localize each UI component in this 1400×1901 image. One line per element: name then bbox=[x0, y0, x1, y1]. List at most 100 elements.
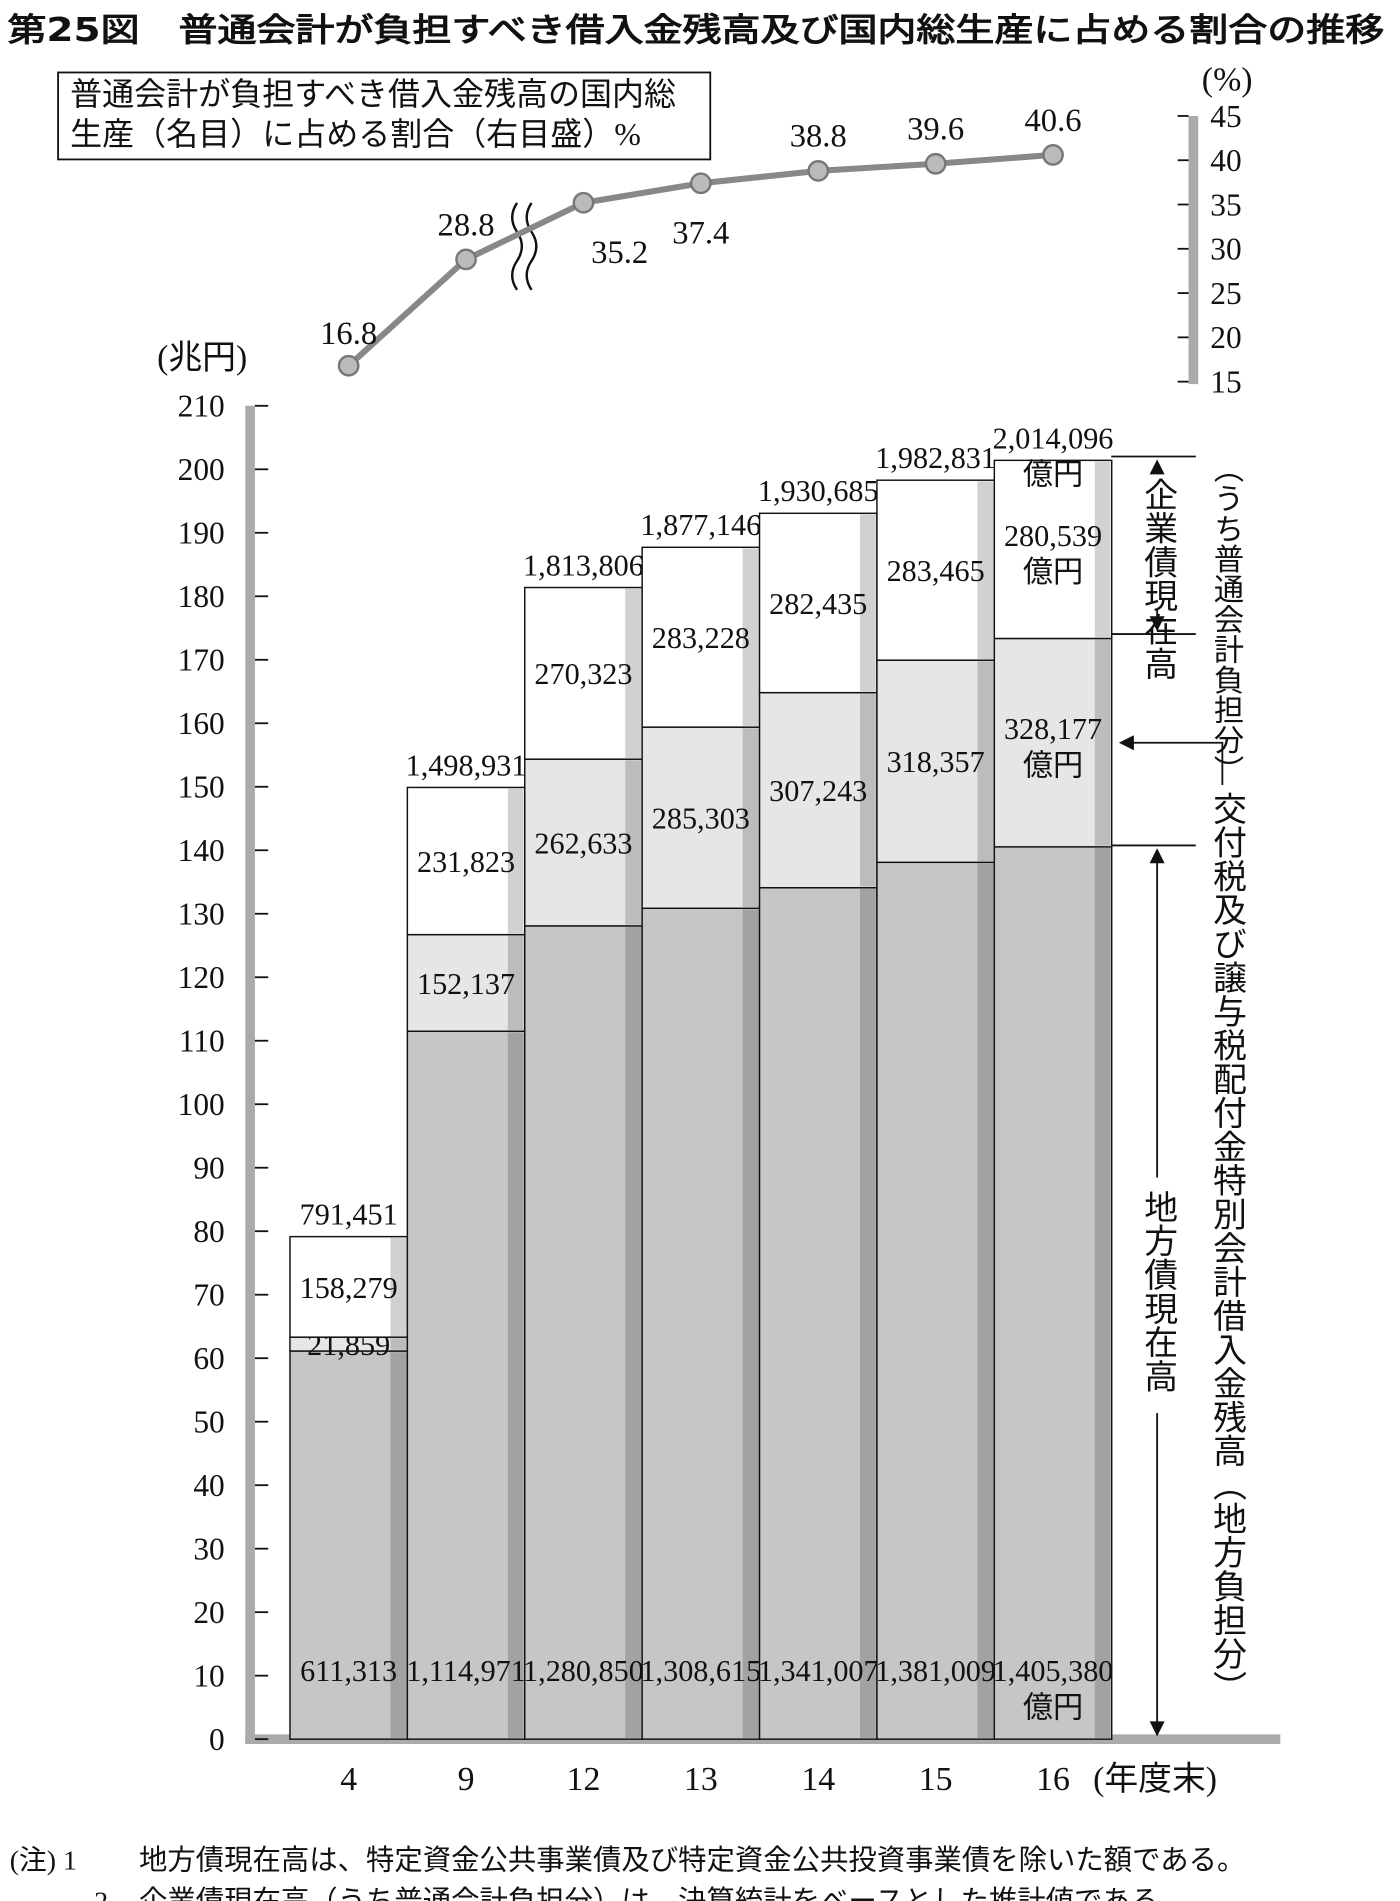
bar-segment bbox=[758, 512, 878, 694]
line-point bbox=[924, 152, 947, 175]
bar-segment bbox=[406, 1030, 526, 1740]
y-tick-label: 0 bbox=[209, 1722, 225, 1757]
y-tick-label: 200 bbox=[178, 452, 225, 487]
y-tick-label: 60 bbox=[193, 1341, 224, 1376]
y-tick-label: 150 bbox=[178, 770, 225, 805]
y-tick-label: 70 bbox=[193, 1278, 224, 1313]
line-point bbox=[455, 248, 477, 271]
bar-shade bbox=[390, 1237, 407, 1336]
data-label: 1,381,009 bbox=[875, 1654, 996, 1688]
bar-shade bbox=[507, 788, 524, 934]
bar-shade bbox=[625, 927, 641, 1738]
y2-tick-label: 30 bbox=[1210, 232, 1241, 267]
total-label: 1,877,146 bbox=[640, 508, 761, 542]
total-label: 1,982,831 bbox=[875, 441, 996, 475]
x-tick-label: 12 bbox=[567, 1761, 601, 1798]
series-label: 地方債現在高 bbox=[1139, 1189, 1178, 1392]
bar-segment bbox=[641, 726, 761, 910]
line-value-label: 35.2 bbox=[591, 235, 648, 271]
data-label: 283,465 bbox=[887, 554, 985, 588]
y-tick-label: 120 bbox=[178, 960, 225, 995]
bar-shade bbox=[1094, 461, 1111, 638]
y-axis-label: (兆円) bbox=[157, 339, 247, 376]
y-tick-label: 110 bbox=[179, 1024, 225, 1059]
y-tick-label: 140 bbox=[178, 833, 225, 868]
data-label: 282,435 bbox=[769, 587, 867, 621]
total-label: 791,451 bbox=[300, 1198, 398, 1232]
line-point bbox=[1042, 144, 1064, 166]
bar-segment bbox=[289, 1350, 409, 1740]
line-value-label: 28.8 bbox=[438, 207, 495, 243]
data-label: 158,279 bbox=[300, 1271, 398, 1305]
bar-shade bbox=[860, 693, 876, 887]
line-legend: 普通会計が負担すべき借入金残高の国内総生産（名目）に占める割合（右目盛）% bbox=[70, 76, 677, 153]
line-value-label: 16.8 bbox=[320, 316, 377, 352]
x-tick-label: 14 bbox=[801, 1761, 835, 1798]
break-mark bbox=[510, 202, 524, 291]
y-tick-label: 50 bbox=[193, 1405, 224, 1440]
total-label: 1,813,806 bbox=[523, 548, 644, 582]
data-label: 1,308,615 bbox=[640, 1654, 761, 1688]
bar-segment bbox=[641, 907, 761, 1740]
data-label: 152,137 bbox=[417, 967, 515, 1001]
annotation-lines bbox=[1111, 455, 1224, 1737]
y2-tick-label: 40 bbox=[1210, 143, 1241, 178]
series-label: 交付税及び譲与税配付金特別会計借入金残高（地方負担分） bbox=[1207, 791, 1246, 1704]
bar-shade bbox=[390, 1352, 407, 1738]
data-label: 262,633 bbox=[534, 826, 632, 860]
y-tick-label: 90 bbox=[193, 1151, 224, 1186]
chart-title: 第25図 普通会計が負担すべき借入金残高及び国内総生産に占める割合の推移 bbox=[7, 11, 1384, 49]
x-tick-label: 16 bbox=[1036, 1761, 1070, 1798]
bar-segment bbox=[993, 846, 1113, 1740]
x-tick-label: 13 bbox=[684, 1761, 718, 1798]
y-tick-label: 130 bbox=[178, 897, 225, 932]
bar-shade bbox=[977, 661, 994, 862]
line-value-label: 38.8 bbox=[790, 119, 847, 155]
y-tick-label: 20 bbox=[193, 1595, 224, 1630]
total-label: 2,014,096 億円 bbox=[993, 421, 1114, 491]
bar-shade bbox=[977, 481, 994, 659]
line-point bbox=[689, 172, 712, 195]
series-note: （うち普通会計負担分） bbox=[1209, 453, 1244, 785]
bar-segment bbox=[641, 546, 761, 728]
bar-shade bbox=[507, 1032, 524, 1738]
y-tick-label: 170 bbox=[178, 643, 225, 678]
line-value-label: 39.6 bbox=[907, 112, 964, 148]
note-text: 企業債現在高（うち普通会計負担分）は、決算統計をベースとした推計値である。 bbox=[139, 1886, 1187, 1901]
bar-shade bbox=[860, 514, 876, 692]
y2-tick-label: 15 bbox=[1210, 365, 1241, 400]
total-label: 1,498,931 bbox=[406, 748, 527, 782]
bar-shade bbox=[742, 909, 759, 1738]
bar-shade bbox=[977, 863, 994, 1738]
data-label: 283,228 bbox=[652, 621, 750, 655]
series-label: 企業債現在高 bbox=[1139, 477, 1178, 680]
data-label: 328,177 億円 bbox=[1004, 712, 1102, 782]
data-label: 611,313 bbox=[300, 1654, 397, 1688]
bar-segment bbox=[524, 925, 643, 1740]
bar-shade bbox=[742, 728, 759, 908]
line-point bbox=[337, 354, 360, 377]
bar-segment bbox=[993, 637, 1113, 848]
bar-shade bbox=[1094, 848, 1111, 1738]
line-legend-text: 普通会計が負担すべき借入金残高の国内総生産（名目）に占める割合（右目盛）% bbox=[70, 76, 677, 153]
y-tick-label: 190 bbox=[178, 516, 225, 551]
y-tick-label: 10 bbox=[193, 1659, 224, 1694]
bar-segment bbox=[406, 786, 526, 936]
data-label: 318,357 bbox=[887, 745, 985, 779]
bar-segment bbox=[758, 886, 878, 1740]
y2-tick-label: 35 bbox=[1210, 187, 1241, 222]
bar-segment bbox=[876, 861, 996, 1740]
data-label: 285,303 bbox=[652, 802, 750, 836]
note-marker: 2 bbox=[94, 1887, 108, 1901]
plot: 0 10 20 30 40 50 60 70 80 90 100 110 120 130 140 150 160… bbox=[178, 99, 1242, 1798]
bar-shade bbox=[742, 548, 759, 726]
bar-shade bbox=[860, 888, 876, 1738]
y-tick-label: 180 bbox=[178, 579, 225, 614]
line-point bbox=[807, 159, 830, 182]
bar-segment bbox=[406, 933, 526, 1032]
break-mark bbox=[525, 202, 538, 291]
y2-tick-label: 45 bbox=[1210, 99, 1241, 134]
y-tick-label: 30 bbox=[193, 1532, 224, 1567]
y-tick-label: 40 bbox=[193, 1468, 224, 1503]
